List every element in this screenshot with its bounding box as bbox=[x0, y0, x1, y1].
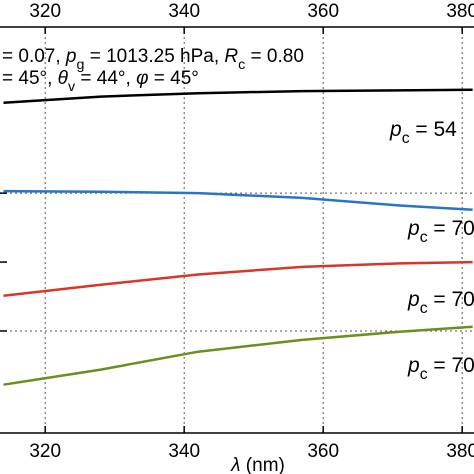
text-segment: p bbox=[407, 354, 420, 377]
top-tick-label: 360 bbox=[307, 1, 339, 22]
series-line bbox=[3, 189, 473, 211]
text-segment: p bbox=[389, 118, 402, 141]
rich-text: pc = 70 bbox=[407, 217, 474, 246]
text-segment: φ bbox=[136, 68, 148, 89]
rich-text: pc = 70 bbox=[407, 288, 474, 317]
text-segment: c bbox=[402, 130, 410, 147]
text-segment: g bbox=[77, 57, 85, 73]
x-tick-label: 380 bbox=[446, 441, 474, 462]
series-line bbox=[3, 88, 473, 105]
top-tick-label: 340 bbox=[168, 1, 200, 22]
text-segment: = 70 bbox=[428, 217, 474, 240]
rich-text: λ (nm) bbox=[230, 455, 285, 474]
text-segment: (nm) bbox=[241, 455, 285, 474]
text-segment: = 54 bbox=[410, 118, 458, 141]
text-segment: λ bbox=[230, 455, 240, 474]
text-segment: R bbox=[224, 46, 238, 67]
rich-text: = 45°, θv = 44°, φ = 45° bbox=[2, 68, 199, 95]
text-segment: = 70 bbox=[428, 354, 474, 377]
text-segment: θ bbox=[58, 68, 69, 89]
text-segment: p bbox=[407, 288, 420, 311]
x-tick-label: 340 bbox=[168, 441, 200, 462]
text-segment: p bbox=[407, 217, 420, 240]
text-segment: = 45°, bbox=[2, 68, 58, 89]
text-segment: c bbox=[420, 229, 428, 246]
text-segment: = 70 bbox=[428, 288, 474, 311]
text-segment: c bbox=[238, 57, 245, 73]
text-segment: = 0.80 bbox=[245, 46, 304, 67]
text-segment: c bbox=[420, 366, 428, 383]
rich-text: = 0.07, pg = 1013.25 hPa, Rc = 0.80 bbox=[2, 46, 304, 73]
series-line bbox=[3, 260, 473, 298]
series-line bbox=[3, 325, 473, 386]
text-segment: v bbox=[68, 79, 76, 95]
text-segment: = 44°, bbox=[75, 68, 136, 89]
text-segment: = 0.07, bbox=[2, 46, 66, 67]
text-segment: = 1013.25 hPa, bbox=[84, 46, 224, 67]
text-segment: c bbox=[420, 300, 428, 317]
top-tick-label: 380 bbox=[446, 1, 474, 22]
x-tick-label: 360 bbox=[307, 441, 339, 462]
rich-text: pc = 70 bbox=[407, 354, 474, 383]
x-tick-label: 320 bbox=[29, 441, 61, 462]
top-tick-label: 320 bbox=[29, 1, 61, 22]
text-segment: = 45° bbox=[148, 68, 198, 89]
rich-text: pc = 54 bbox=[389, 118, 457, 147]
text-segment: p bbox=[65, 46, 77, 67]
